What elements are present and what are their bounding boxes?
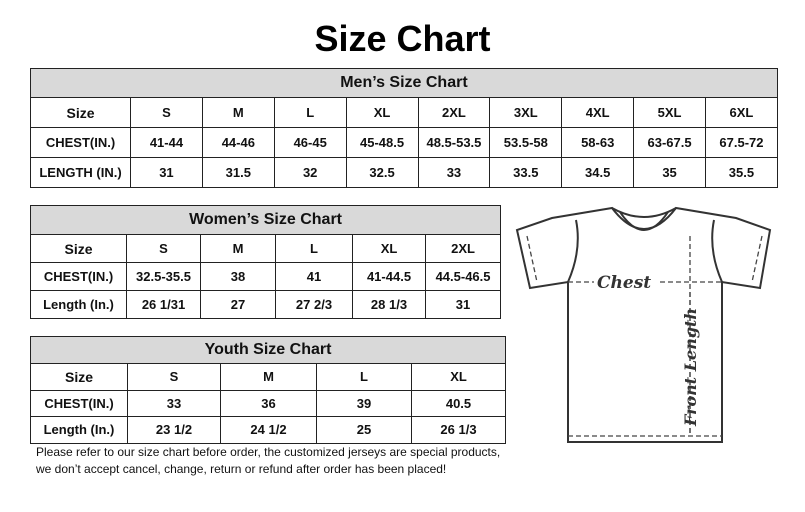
table-cell: 41-44 bbox=[130, 127, 203, 158]
table-cell: 35.5 bbox=[705, 157, 778, 188]
row-label: CHEST(IN.) bbox=[30, 262, 127, 291]
table-cell: 41-44.5 bbox=[352, 262, 426, 291]
table-cell: 32.5-35.5 bbox=[126, 262, 201, 291]
table-cell: 58-63 bbox=[561, 127, 635, 158]
table-cell: 3XL bbox=[489, 97, 563, 128]
table-cell: 38 bbox=[200, 262, 276, 291]
table-cell: L bbox=[275, 234, 353, 263]
table-cell: 31 bbox=[424, 290, 502, 319]
table-cell: S bbox=[130, 97, 203, 128]
table-cell: 44-46 bbox=[201, 127, 275, 158]
tshirt-diagram: Chest Front Length bbox=[515, 206, 772, 443]
table-cell: 44.5-46.5 bbox=[424, 262, 502, 291]
table-cell: 25 bbox=[316, 416, 412, 444]
table-cell: M bbox=[220, 363, 317, 391]
note-line: we don’t accept cancel, change, return o… bbox=[36, 462, 447, 476]
row-label: CHEST(IN.) bbox=[30, 127, 131, 158]
front-length-label: Front Length bbox=[681, 308, 700, 427]
table-cell: 32 bbox=[273, 157, 347, 188]
table-cell: 34.5 bbox=[561, 157, 635, 188]
table-cell: 26 1/31 bbox=[126, 290, 201, 319]
youth-size-table: Youth Size Chart Size S M L XL CHEST(IN.) 33 36 3… bbox=[29, 336, 507, 444]
men-size-table: Men’s Size Chart Size S M L XL 2XL 3XL 4XL 5XL 6XL… bbox=[30, 68, 778, 188]
row-label: Size bbox=[30, 234, 127, 263]
row-label: CHEST(IN.) bbox=[30, 389, 128, 417]
table-row: CHEST(IN.) 32.5-35.5 38 41 41-44.5 44.5-46.5 bbox=[30, 262, 502, 291]
row-label: Length (In.) bbox=[30, 290, 127, 319]
note-line: Please refer to our size chart before or… bbox=[36, 445, 501, 459]
table-row: Size S M L XL bbox=[30, 363, 507, 391]
youth-table-title: Youth Size Chart bbox=[29, 336, 507, 364]
table-cell: 23 1/2 bbox=[127, 416, 221, 444]
chest-label: Chest bbox=[597, 273, 651, 293]
table-cell: 53.5-58 bbox=[489, 127, 563, 158]
table-cell: 33.5 bbox=[489, 157, 563, 188]
tshirt-outline-icon bbox=[515, 206, 772, 443]
table-cell: 28 1/3 bbox=[352, 290, 426, 319]
women-size-table: Women’s Size Chart Size S M L XL 2XL CHEST(IN.)… bbox=[29, 205, 502, 319]
table-cell: 5XL bbox=[633, 97, 706, 128]
table-row: CHEST(IN.) 41-44 44-46 46-45 45-48.5 48.5-53.… bbox=[30, 127, 778, 158]
page-title: Size Chart bbox=[314, 18, 491, 59]
table-row: Length (In.) 23 1/2 24 1/2 25 26 1/3 bbox=[30, 416, 507, 444]
table-cell: XL bbox=[345, 97, 419, 128]
table-cell: 63-67.5 bbox=[633, 127, 706, 158]
table-cell: 6XL bbox=[705, 97, 778, 128]
table-cell: 26 1/3 bbox=[410, 416, 507, 444]
table-cell: XL bbox=[352, 234, 426, 263]
row-label: Size bbox=[30, 97, 131, 128]
row-label: Size bbox=[30, 363, 128, 391]
row-label: Length (In.) bbox=[30, 416, 128, 444]
table-cell: 32.5 bbox=[345, 157, 419, 188]
table-row: CHEST(IN.) 33 36 39 40.5 bbox=[30, 389, 507, 417]
table-cell: M bbox=[201, 97, 275, 128]
table-cell: M bbox=[200, 234, 276, 263]
table-row: Size S M L XL 2XL bbox=[30, 234, 502, 263]
table-cell: 31.5 bbox=[201, 157, 275, 188]
table-cell: 4XL bbox=[561, 97, 635, 128]
table-cell: L bbox=[273, 97, 347, 128]
table-cell: 46-45 bbox=[273, 127, 347, 158]
table-cell: L bbox=[316, 363, 412, 391]
table-cell: 27 2/3 bbox=[275, 290, 353, 319]
table-cell: XL bbox=[410, 363, 507, 391]
table-cell: 33 bbox=[417, 157, 491, 188]
table-row: Length (In.) 26 1/31 27 27 2/3 28 1/3 31 bbox=[30, 290, 502, 319]
table-cell: 35 bbox=[633, 157, 706, 188]
table-cell: 36 bbox=[220, 389, 317, 417]
men-table-title: Men’s Size Chart bbox=[30, 68, 778, 98]
table-row: LENGTH (IN.) 31 31.5 32 32.5 33 33.5 34.5 35 35.5 bbox=[30, 157, 778, 188]
women-table-title: Women’s Size Chart bbox=[29, 205, 502, 235]
table-cell: 48.5-53.5 bbox=[417, 127, 491, 158]
table-cell: 27 bbox=[200, 290, 276, 319]
table-cell: 41 bbox=[275, 262, 353, 291]
table-cell: 2XL bbox=[424, 234, 502, 263]
table-cell: S bbox=[127, 363, 221, 391]
table-cell: 39 bbox=[316, 389, 412, 417]
row-label: LENGTH (IN.) bbox=[30, 157, 131, 188]
table-cell: 67.5-72 bbox=[705, 127, 778, 158]
table-cell: 33 bbox=[127, 389, 221, 417]
table-cell: S bbox=[126, 234, 201, 263]
table-cell: 31 bbox=[130, 157, 203, 188]
table-cell: 24 1/2 bbox=[220, 416, 317, 444]
table-cell: 40.5 bbox=[410, 389, 507, 417]
table-cell: 45-48.5 bbox=[345, 127, 419, 158]
table-row: Size S M L XL 2XL 3XL 4XL 5XL 6XL bbox=[30, 97, 778, 128]
table-cell: 2XL bbox=[417, 97, 491, 128]
order-note: Please refer to our size chart before or… bbox=[36, 444, 500, 478]
